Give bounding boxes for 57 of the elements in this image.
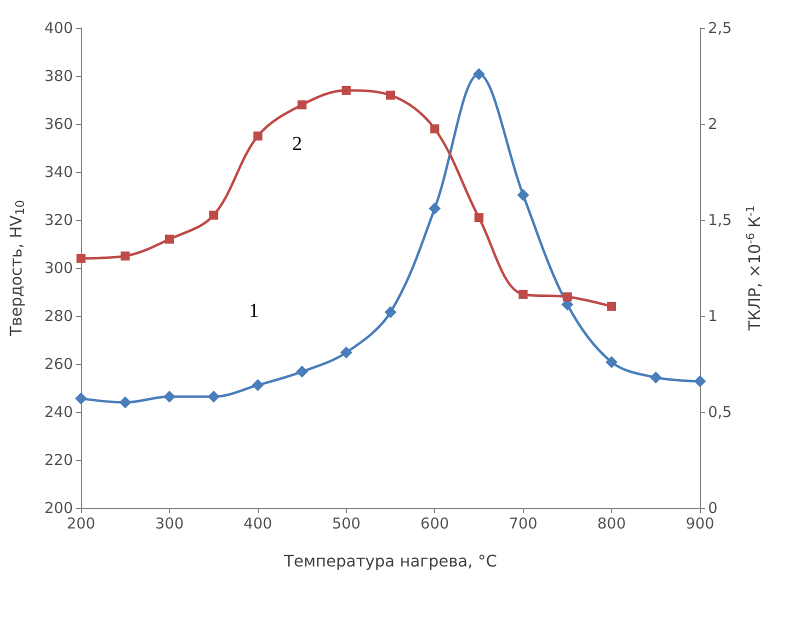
point — [163, 390, 176, 403]
point — [607, 302, 616, 311]
y-tick-label: 260 — [44, 355, 73, 373]
text: 1 — [248, 300, 259, 322]
point — [562, 292, 572, 302]
series-label: 2 — [292, 132, 302, 155]
point — [76, 254, 86, 263]
x-tick-label: 200 — [66, 514, 96, 532]
x-tick-label: 700 — [508, 514, 538, 532]
y2-tick-label: 1,5 — [708, 211, 732, 229]
point — [384, 306, 396, 318]
point — [694, 375, 706, 388]
y-tick-label: 380 — [44, 67, 73, 85]
point — [296, 366, 308, 378]
y-tick-label: 200 — [44, 499, 73, 517]
point — [120, 252, 130, 260]
point — [164, 234, 174, 244]
point — [253, 132, 262, 140]
point — [119, 396, 132, 408]
point — [252, 379, 264, 392]
x-tick-label: 900 — [686, 514, 714, 532]
point — [386, 90, 395, 100]
point — [209, 210, 218, 220]
point — [517, 189, 530, 202]
y-tick-label: 220 — [44, 451, 73, 469]
point — [606, 356, 618, 368]
x-tick-label: 300 — [155, 514, 184, 532]
y-tick-label: 360 — [44, 115, 73, 133]
point — [430, 124, 440, 134]
point — [75, 392, 87, 405]
point — [428, 202, 441, 214]
y-tick-label: 320 — [44, 211, 73, 229]
point — [340, 346, 352, 358]
y-tick-label: 400 — [44, 19, 73, 37]
y-axis-title: Твердость, HV10 — [6, 200, 27, 338]
x-tick-label: 800 — [597, 514, 626, 532]
y-tick-label: 280 — [44, 307, 73, 325]
point — [208, 390, 220, 403]
y-tick-label: 340 — [44, 163, 73, 181]
x-axis-title: Температура нагрева, °C — [282, 552, 498, 570]
y2-tick-label: 0 — [708, 499, 718, 517]
y-tick-label: 240 — [44, 403, 73, 421]
y2-tick-label: 1 — [708, 307, 718, 325]
point — [474, 213, 484, 222]
x-tick-label: 400 — [244, 514, 272, 532]
y2-tick-label: 2,5 — [708, 19, 732, 37]
point — [298, 100, 307, 110]
y-tick-label: 300 — [44, 259, 73, 277]
y2-tick-label: 0,5 — [708, 403, 732, 421]
point — [518, 290, 528, 299]
y2-axis-title: ТКЛР, ×10-6 К-1 — [744, 205, 764, 332]
point — [342, 86, 351, 95]
point — [472, 68, 485, 80]
point — [650, 371, 662, 384]
x-tick-label: 500 — [332, 514, 361, 532]
y2-tick-label: 2 — [708, 115, 718, 133]
x-tick-label: 600 — [420, 514, 450, 532]
